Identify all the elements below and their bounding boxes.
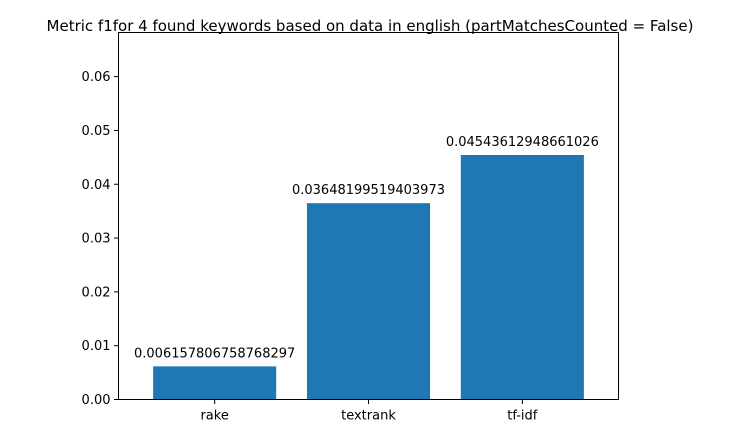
data-label-textrank: 0.03648199519403973 [292, 183, 445, 198]
y-tick-label: 0.04 [82, 178, 111, 193]
plot-frame [118, 32, 619, 400]
bars-layer [153, 154, 584, 400]
x-tick-label-rake: rake [200, 409, 228, 424]
bar-tf-idf [460, 154, 584, 400]
y-tick-label: 0.06 [82, 70, 111, 85]
chart-title: Metric f1for 4 found keywords based on d… [47, 17, 694, 35]
y-tick-label: 0.03 [82, 232, 111, 247]
bar-rake [153, 366, 277, 400]
y-tick-label: 0.00 [82, 393, 111, 408]
data-label-rake: 0.006157806758768297 [134, 346, 295, 361]
y-tick-label: 0.01 [82, 339, 111, 354]
data-label-tf-idf: 0.04543612948661026 [446, 135, 599, 150]
bar-textrank [306, 203, 431, 400]
y-tick-label: 0.05 [82, 124, 111, 139]
y-tick-label: 0.02 [82, 285, 111, 300]
x-tick-label-textrank: textrank [341, 409, 396, 424]
ticks-layer: rake textrank tf-idf 0.00 0.01 0.02 0.03 0.04 0.… [82, 70, 538, 423]
data-labels-layer: 0.006157806758768297 0.03648199519403973 0… [134, 135, 599, 361]
x-tick-label-tf-idf: tf-idf [507, 409, 538, 424]
